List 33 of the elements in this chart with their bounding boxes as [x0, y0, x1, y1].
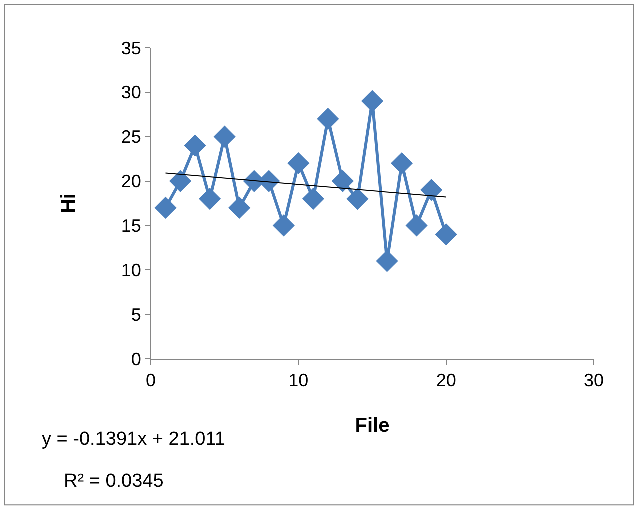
text: R² = 0.0345 [64, 471, 164, 492]
point [435, 224, 458, 246]
text: y = -0.1391x + 21.011 [42, 429, 226, 450]
x-axis-title: File [355, 415, 390, 438]
y-tick-label: 35 [121, 38, 142, 58]
x-tick-label: 10 [288, 370, 309, 391]
point [199, 188, 222, 210]
point [302, 188, 324, 210]
point [361, 90, 384, 112]
y-tick-label: 30 [121, 82, 142, 103]
y-tick-label: 15 [121, 216, 142, 236]
y-tick-label: 20 [121, 172, 142, 192]
point [169, 170, 192, 192]
point [420, 179, 443, 202]
point [332, 170, 354, 192]
point [317, 108, 340, 130]
point [288, 152, 310, 175]
x-tick-label: 0 [146, 370, 156, 391]
point [184, 134, 206, 157]
point [154, 196, 177, 219]
x-tick-label: 20 [436, 370, 456, 391]
y-tick-label: 10 [121, 260, 142, 280]
y-tick-label: 0 [131, 349, 142, 370]
x-tick-label: 30 [584, 370, 604, 391]
point [272, 214, 295, 237]
point [214, 126, 236, 148]
point [390, 152, 414, 175]
point [346, 188, 369, 210]
point [228, 196, 251, 219]
y-tick-label: 25 [121, 127, 142, 148]
y-axis-title: Hi [58, 194, 80, 214]
point [406, 214, 428, 237]
y-tick-label: 5 [131, 304, 142, 325]
